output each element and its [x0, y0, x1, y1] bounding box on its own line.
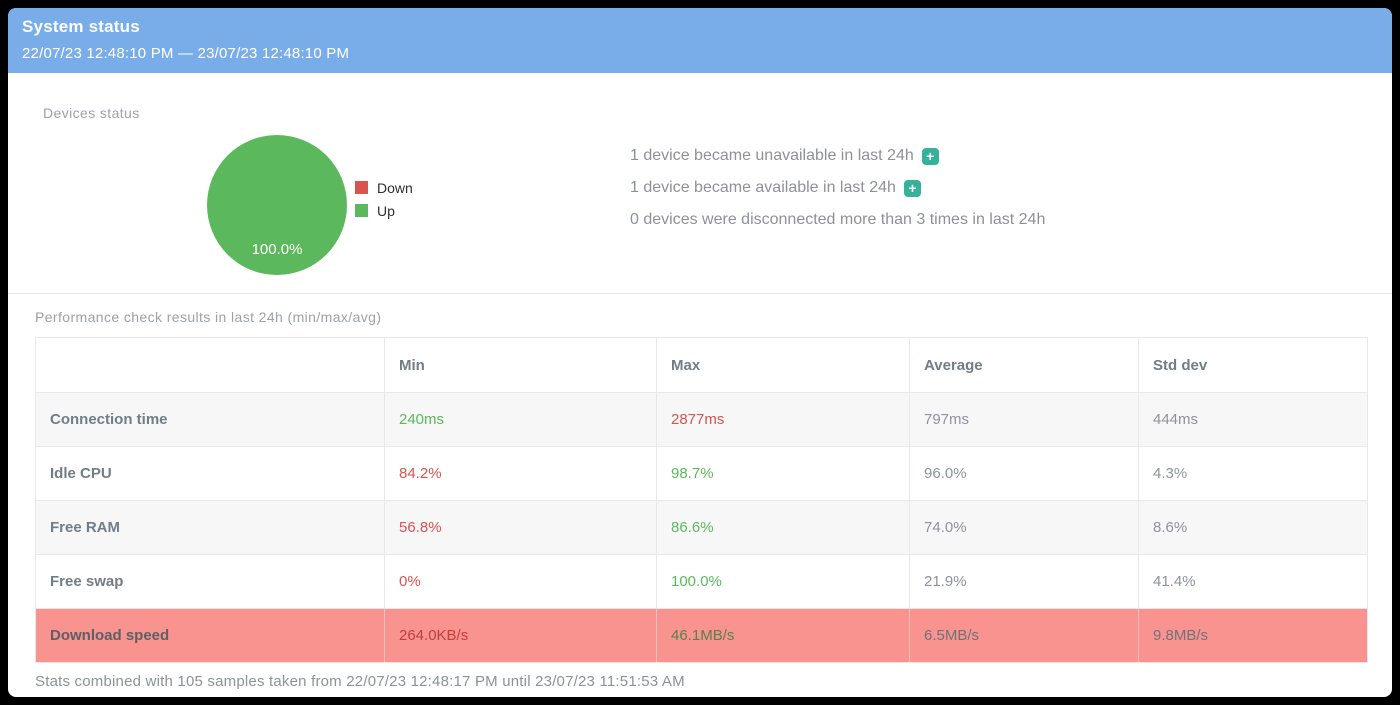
stddev-value: 41.4% — [1138, 555, 1367, 608]
min-value: 264.0KB/s — [384, 609, 656, 662]
performance-section-label: Performance check results in last 24h (m… — [35, 309, 382, 325]
page-title: System status — [22, 17, 140, 36]
min-value: 0% — [384, 555, 656, 608]
average-value: 74.0% — [909, 501, 1138, 554]
min-value: 56.8% — [384, 501, 656, 554]
average-value: 21.9% — [909, 555, 1138, 608]
legend-item-down: Down — [355, 176, 413, 199]
table-row-free-ram: Free RAM 56.8% 86.6% 74.0% 8.6% — [36, 500, 1367, 554]
legend-label-down: Down — [377, 179, 413, 196]
max-value: 100.0% — [656, 555, 909, 608]
performance-table: Min Max Average Std dev Connection time … — [35, 337, 1368, 663]
average-value: 96.0% — [909, 447, 1138, 500]
max-value: 46.1MB/s — [656, 609, 909, 662]
unavailable-devices-message: 1 device became unavailable in last 24h … — [630, 140, 1045, 172]
disconnected-devices-message: 0 devices were disconnected more than 3 … — [630, 204, 1045, 236]
unavailable-devices-text: 1 device became unavailable in last 24h — [630, 147, 914, 164]
devices-status-label: Devices status — [43, 105, 140, 121]
min-value: 84.2% — [384, 447, 656, 500]
system-status-page: System status 22/07/23 12:48:10 PM — 23/… — [8, 8, 1392, 697]
page-header: System status 22/07/23 12:48:10 PM — 23/… — [8, 8, 1392, 73]
table-row-free-swap: Free swap 0% 100.0% 21.9% 41.4% — [36, 554, 1367, 608]
available-devices-message: 1 device became available in last 24h + — [630, 172, 1045, 204]
average-value: 6.5MB/s — [909, 609, 1138, 662]
performance-section: Performance check results in last 24h (m… — [8, 309, 1392, 690]
row-label: Idle CPU — [50, 465, 112, 482]
disconnected-devices-text: 0 devices were disconnected more than 3 … — [630, 211, 1046, 228]
down-swatch-icon — [355, 181, 368, 194]
stddev-value: 9.8MB/s — [1138, 609, 1367, 662]
expand-available-plus-icon[interactable]: + — [903, 179, 921, 197]
pie-percentage-label: 100.0% — [251, 241, 303, 258]
max-value: 98.7% — [656, 447, 909, 500]
stddev-value: 444ms — [1138, 393, 1367, 446]
row-label: Download speed — [50, 627, 170, 644]
header-cell-empty — [36, 338, 384, 392]
legend-item-up: Up — [355, 199, 413, 222]
expand-unavailable-plus-icon[interactable]: + — [921, 147, 939, 165]
devices-up-pie-chart: 100.0% — [207, 135, 347, 275]
row-label: Free RAM — [50, 519, 121, 536]
table-row-idle-cpu: Idle CPU 84.2% 98.7% 96.0% 4.3% — [36, 446, 1367, 500]
table-row-connection-time: Connection time 240ms 2877ms 797ms 444ms — [36, 392, 1367, 446]
pie-legend: Down Up — [355, 176, 413, 222]
report-date-range: 22/07/23 12:48:10 PM — 23/07/23 12:48:10… — [22, 45, 350, 62]
row-label: Free swap — [50, 573, 124, 590]
header-cell-stddev: Std dev — [1138, 338, 1367, 392]
header-cell-average: Average — [909, 338, 1138, 392]
legend-label-up: Up — [377, 202, 395, 219]
header-cell-max: Max — [656, 338, 909, 392]
available-devices-text: 1 device became available in last 24h — [630, 179, 896, 196]
table-header-row: Min Max Average Std dev — [36, 338, 1367, 392]
stats-summary-text: Stats combined with 105 samples taken fr… — [35, 673, 685, 690]
stddev-value: 4.3% — [1138, 447, 1367, 500]
table-row-download-speed: Download speed 264.0KB/s 46.1MB/s 6.5MB/… — [36, 608, 1367, 662]
stddev-value: 8.6% — [1138, 501, 1367, 554]
header-cell-min: Min — [384, 338, 656, 392]
max-value: 86.6% — [656, 501, 909, 554]
min-value: 240ms — [384, 393, 656, 446]
devices-status-section: Devices status 100.0% Down Up 1 device b… — [8, 73, 1392, 294]
row-label: Connection time — [50, 411, 168, 428]
up-swatch-icon — [355, 204, 368, 217]
max-value: 2877ms — [656, 393, 909, 446]
device-events-summary: 1 device became unavailable in last 24h … — [630, 140, 1045, 236]
average-value: 797ms — [909, 393, 1138, 446]
